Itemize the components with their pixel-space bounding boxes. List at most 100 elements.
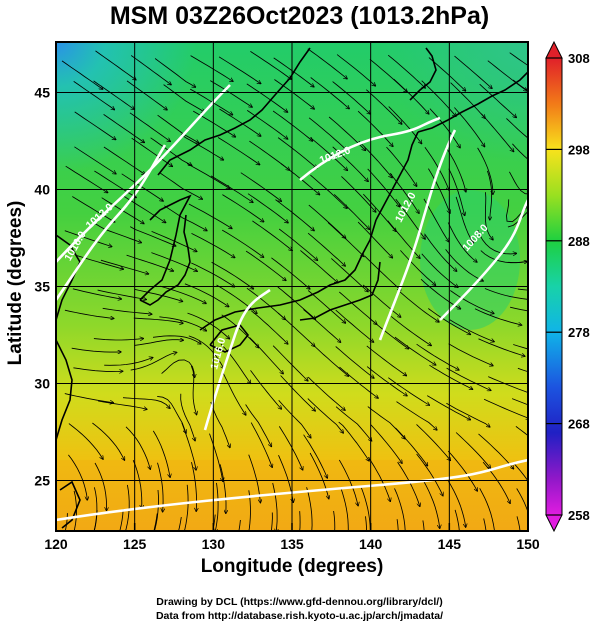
streamline	[95, 223, 142, 243]
streamline	[159, 285, 206, 303]
streamline	[393, 78, 429, 114]
streamline	[484, 288, 528, 300]
streamline	[154, 58, 195, 88]
streamline	[395, 427, 428, 466]
streamline	[190, 365, 196, 415]
streamline	[130, 352, 177, 371]
streamline	[447, 222, 477, 263]
streamline	[129, 112, 170, 142]
streamline	[388, 377, 429, 406]
streamline	[338, 459, 358, 506]
streamline	[512, 462, 528, 482]
streamline	[506, 118, 528, 139]
isobars	[56, 84, 528, 522]
streamline	[416, 453, 443, 496]
streamline	[368, 456, 390, 501]
streamline	[396, 401, 437, 430]
streamline	[122, 397, 170, 409]
streamline	[448, 480, 465, 527]
streamline	[271, 257, 310, 289]
streamline	[163, 84, 205, 113]
streamline	[211, 261, 254, 289]
streamline	[180, 393, 195, 441]
streamline	[272, 345, 308, 381]
streamline	[68, 423, 103, 460]
lat-lon-grid	[56, 42, 528, 531]
streamline	[98, 400, 147, 409]
x-axis: 120 125 130 135 140 145 150	[44, 523, 540, 552]
streamline	[150, 137, 192, 166]
streamline	[212, 514, 216, 531]
streamline	[103, 146, 145, 175]
streamline	[219, 108, 260, 136]
streamline	[303, 309, 341, 343]
streamline	[450, 290, 494, 314]
streamline	[218, 56, 261, 84]
streamline	[426, 395, 470, 420]
streamline	[64, 393, 114, 403]
streamline	[93, 509, 98, 531]
x-tick-label: 150	[516, 536, 540, 552]
streamline	[515, 426, 528, 437]
streamline	[479, 83, 517, 117]
streamline	[513, 344, 528, 350]
streamline	[394, 336, 436, 365]
colorbar-top-arrow	[545, 40, 563, 59]
streamline	[94, 462, 107, 511]
streamline	[245, 404, 272, 447]
streamline	[327, 222, 364, 257]
streamline	[299, 511, 301, 531]
streamline	[102, 307, 152, 314]
streamline	[210, 175, 253, 203]
streamline	[180, 133, 223, 160]
streamline	[68, 454, 87, 500]
streamline	[416, 343, 459, 370]
streamline	[335, 406, 372, 441]
streamline	[387, 54, 425, 88]
streamline	[164, 205, 207, 231]
x-axis-label: Longitude (degrees)	[200, 556, 384, 577]
streamline	[454, 55, 493, 88]
streamline	[217, 137, 260, 165]
streamline	[338, 421, 369, 461]
streamline	[421, 80, 456, 117]
streamline	[307, 376, 345, 410]
streamline	[65, 165, 108, 192]
streamline	[428, 168, 450, 214]
streamline	[100, 259, 149, 274]
streamline	[370, 424, 402, 464]
credit-drawing: Drawing by DCL (https://www.gfd-dennou.o…	[156, 596, 443, 608]
streamline	[151, 252, 197, 272]
streamline	[152, 335, 201, 344]
streamline	[333, 510, 336, 531]
streamline	[64, 513, 68, 531]
streamline	[335, 309, 374, 342]
streamline	[306, 487, 313, 531]
streamline	[178, 517, 182, 531]
streamline	[134, 288, 183, 301]
streamline	[215, 482, 219, 531]
streamline	[273, 57, 314, 87]
streamline	[71, 347, 121, 352]
colorbar-tick-label: 288	[568, 234, 590, 249]
streamline	[248, 490, 251, 531]
streamline	[300, 250, 337, 282]
streamline	[366, 366, 407, 396]
streamline	[210, 80, 252, 108]
streamline	[278, 400, 311, 438]
y-tick-label: 45	[34, 84, 50, 100]
streamline	[129, 226, 176, 246]
streamline	[423, 481, 440, 529]
streamline	[159, 316, 206, 331]
cool-air-region	[380, 42, 528, 162]
x-tick-label: 135	[280, 536, 304, 552]
streamline	[507, 260, 528, 264]
streamline	[74, 111, 116, 140]
streamline	[104, 358, 153, 366]
streamline	[450, 82, 486, 119]
streamline	[246, 110, 287, 139]
streamline	[486, 170, 491, 220]
streamline	[449, 319, 494, 342]
streamline	[394, 488, 406, 531]
streamline	[422, 520, 425, 531]
